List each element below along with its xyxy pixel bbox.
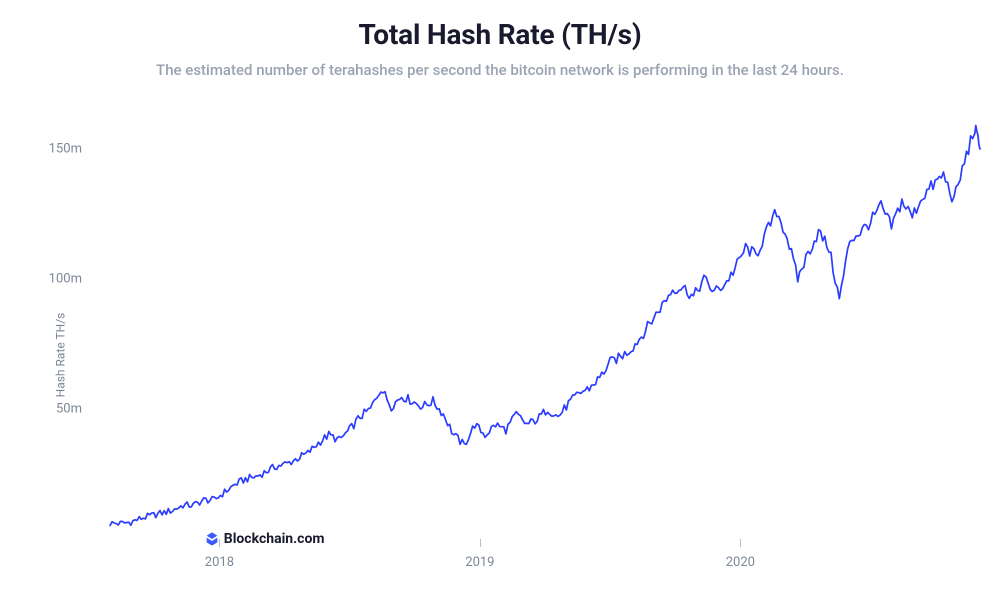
chart-subtitle: The estimated number of terahashes per s… bbox=[0, 61, 1000, 79]
x-tick-label: 2018 bbox=[205, 539, 234, 570]
x-tick-label: 2019 bbox=[465, 539, 494, 570]
chart-page: Total Hash Rate (TH/s) The estimated num… bbox=[0, 0, 1000, 599]
y-tick-label: 100m bbox=[49, 272, 110, 287]
plot-region: Blockchain.com 50m100m150m201820192020 bbox=[110, 110, 980, 539]
y-tick-label: 50m bbox=[56, 402, 110, 417]
y-tick-label: 150m bbox=[49, 142, 110, 157]
y-axis-title: Hash Rate TH/s bbox=[53, 312, 67, 397]
hash-rate-line bbox=[110, 110, 980, 539]
brand-label: Blockchain.com bbox=[224, 531, 325, 547]
chart-area: Hash Rate TH/s Blockchain.com 50m100m150… bbox=[0, 110, 1000, 599]
x-tick-label: 2020 bbox=[726, 539, 755, 570]
chart-title: Total Hash Rate (TH/s) bbox=[0, 0, 1000, 51]
